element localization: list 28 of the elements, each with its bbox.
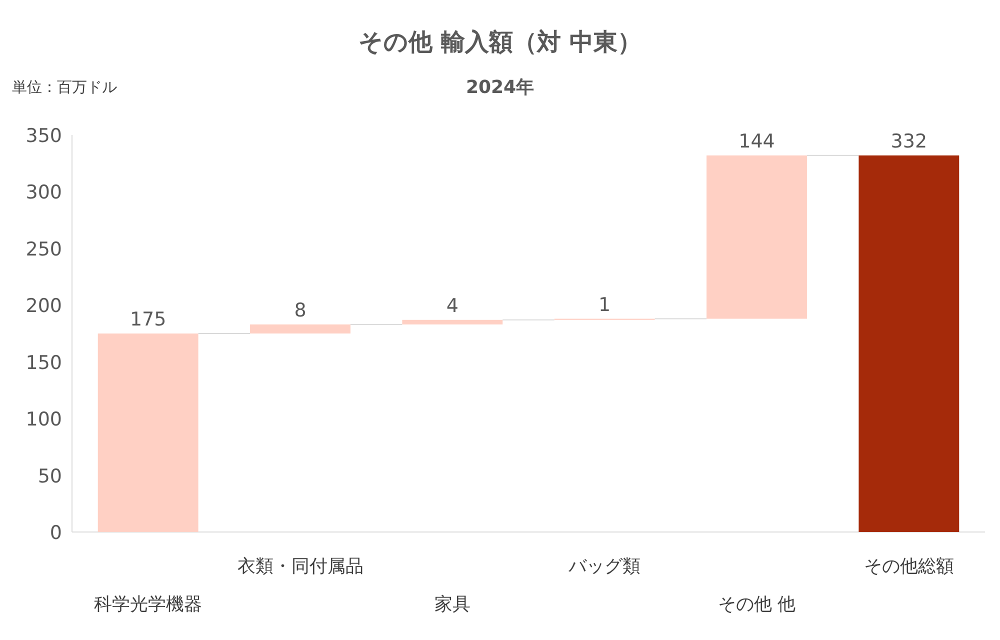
x-tick-label: 衣類・同付属品 [237, 556, 364, 577]
chart-title: その他 輸入額（対 中東） [358, 28, 642, 56]
text: 単位：百万ドル [12, 78, 117, 96]
data-label: 175 [130, 308, 166, 330]
data-label: 332 [890, 130, 928, 152]
y-tick-label: 300 [26, 182, 62, 204]
data-label: 4 [446, 294, 458, 317]
y-tick-label: 200 [26, 295, 62, 318]
y-tick-label: 0 [50, 522, 62, 544]
x-tick-label: 科学光学機器 [94, 594, 202, 615]
bar [402, 320, 503, 324]
y-tick-label: 100 [26, 408, 62, 431]
bar [858, 155, 960, 532]
y-tick-label: 250 [26, 238, 62, 260]
x-tick-label: その他総額 [864, 556, 954, 577]
chart-subtitle: 2024年 [466, 77, 534, 98]
x-tick-label: バッグ類 [568, 556, 641, 577]
data-label: 8 [294, 299, 306, 322]
data-label: 1 [598, 294, 611, 316]
y-tick-label: 50 [38, 465, 62, 488]
bar [250, 324, 350, 334]
data-label: 144 [738, 130, 775, 152]
bar [98, 334, 198, 532]
y-tick-label: 350 [26, 125, 62, 147]
y-tick-label: 150 [26, 352, 62, 374]
x-tick-label: その他 他 [718, 594, 796, 615]
bar [706, 155, 807, 319]
x-tick-label: 家具 [434, 594, 470, 615]
